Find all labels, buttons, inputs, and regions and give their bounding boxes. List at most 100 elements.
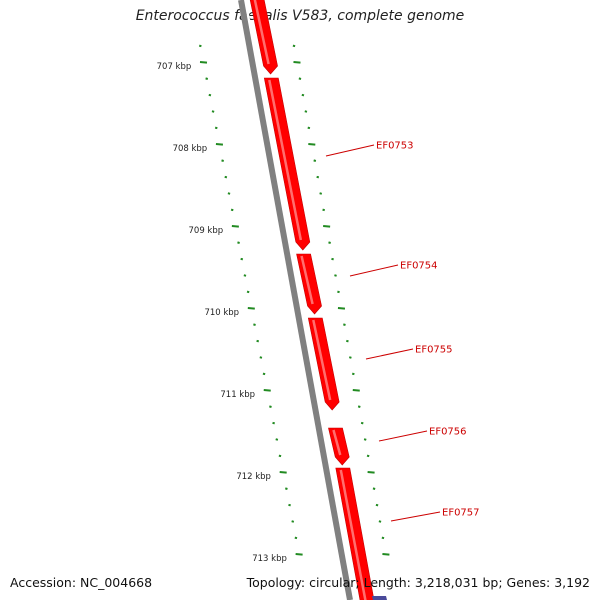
gene-arrow-ef0753 bbox=[263, 77, 311, 251]
gene-leader-line bbox=[365, 348, 414, 360]
minor-tick bbox=[256, 339, 260, 343]
tick-label: 713 kbp bbox=[252, 554, 287, 564]
backbone-line bbox=[238, 0, 353, 600]
minor-tick bbox=[205, 77, 209, 80]
gene-arrow-prev bbox=[249, 0, 278, 75]
minor-tick bbox=[278, 454, 282, 458]
minor-tick bbox=[246, 290, 250, 294]
minor-tick bbox=[221, 159, 224, 162]
gene-shine bbox=[300, 255, 314, 305]
minor-tick bbox=[288, 503, 291, 507]
gene-arrow-ef0757 bbox=[335, 467, 375, 600]
gene-shine bbox=[253, 0, 270, 65]
major-tick bbox=[323, 225, 331, 228]
tick-label: 707 kbp bbox=[157, 62, 192, 72]
minor-tick bbox=[372, 487, 376, 490]
tick-label: 709 kbp bbox=[189, 226, 224, 236]
genome-summary-text: Topology: circular; Length: 3,218,031 bp… bbox=[246, 575, 590, 590]
major-tick bbox=[215, 143, 224, 146]
minor-tick bbox=[275, 438, 279, 441]
gene-label: EF0755 bbox=[415, 345, 453, 356]
minor-tick bbox=[298, 77, 302, 80]
gene-label: EF0753 bbox=[376, 141, 414, 152]
gene-leader-line bbox=[349, 264, 399, 277]
gene-label: EF0754 bbox=[400, 261, 438, 272]
gene-track bbox=[249, 0, 387, 600]
minor-tick bbox=[284, 487, 288, 490]
gene-arrow-ef0756 bbox=[328, 427, 350, 466]
gene-shine bbox=[268, 79, 303, 241]
gene-leader-line bbox=[390, 511, 441, 522]
gene-leader-line bbox=[325, 144, 375, 157]
backbone bbox=[238, 0, 356, 600]
scale-labels: 707 kbp 708 kbp 709 kbp 710 kbp 711 kbp 712 k… bbox=[157, 62, 287, 564]
tick-label: 708 kbp bbox=[173, 144, 208, 154]
minor-tick bbox=[301, 93, 305, 97]
gene-shine bbox=[332, 429, 342, 456]
minor-tick bbox=[292, 44, 296, 48]
minor-tick bbox=[360, 421, 364, 425]
minor-tick bbox=[348, 356, 352, 359]
minor-tick bbox=[343, 323, 346, 326]
gene-arrow-ef0754 bbox=[296, 253, 322, 315]
minor-tick bbox=[337, 290, 340, 294]
minor-tick bbox=[230, 208, 234, 212]
adjacent-feature bbox=[372, 596, 387, 600]
gene-label: EF0756 bbox=[429, 427, 467, 438]
major-tick bbox=[247, 307, 255, 310]
tick-label: 711 kbp bbox=[220, 390, 255, 400]
minor-tick bbox=[334, 274, 337, 277]
minor-tick bbox=[294, 536, 298, 540]
major-tick bbox=[352, 389, 360, 392]
accession-text: Accession: NC_004668 bbox=[10, 575, 153, 590]
minor-tick bbox=[322, 208, 326, 212]
backbone-highlight bbox=[244, 0, 356, 600]
minor-tick bbox=[259, 356, 263, 359]
minor-tick bbox=[211, 110, 215, 113]
major-tick bbox=[199, 61, 208, 64]
minor-tick bbox=[240, 257, 244, 261]
minor-tick bbox=[253, 323, 256, 326]
minor-tick bbox=[366, 454, 370, 458]
major-tick bbox=[231, 225, 239, 228]
minor-tick bbox=[381, 536, 385, 540]
minor-tick bbox=[351, 372, 355, 376]
major-tick bbox=[337, 307, 346, 310]
minor-tick bbox=[224, 175, 228, 179]
major-tick bbox=[367, 471, 375, 474]
major-tick bbox=[279, 471, 287, 474]
minor-tick bbox=[319, 192, 323, 195]
minor-tick bbox=[291, 520, 295, 523]
minor-tick bbox=[214, 126, 218, 130]
major-tick bbox=[308, 143, 316, 146]
minor-tick bbox=[208, 93, 212, 97]
minor-tick bbox=[272, 421, 275, 425]
minor-tick bbox=[363, 438, 367, 441]
minor-tick bbox=[375, 503, 379, 507]
gene-label: EF0757 bbox=[442, 508, 480, 519]
gene-leader-line bbox=[378, 430, 428, 442]
gene-arrow-ef0755 bbox=[307, 317, 340, 411]
outer-ruler bbox=[292, 44, 390, 556]
minor-tick bbox=[269, 405, 272, 408]
gene-body bbox=[335, 467, 375, 600]
minor-tick bbox=[198, 44, 202, 48]
minor-tick bbox=[331, 257, 334, 261]
minor-tick bbox=[313, 159, 317, 162]
major-tick bbox=[295, 553, 303, 556]
minor-tick bbox=[262, 372, 266, 376]
inner-ruler bbox=[198, 44, 303, 556]
minor-tick bbox=[378, 520, 382, 523]
gene-shine bbox=[339, 469, 367, 600]
minor-tick bbox=[227, 192, 231, 195]
minor-tick bbox=[357, 405, 361, 408]
minor-tick bbox=[346, 339, 349, 343]
major-tick bbox=[293, 61, 301, 64]
major-tick bbox=[263, 389, 271, 392]
minor-tick bbox=[307, 126, 311, 130]
minor-tick bbox=[316, 175, 320, 179]
major-tick bbox=[382, 553, 390, 556]
minor-tick bbox=[243, 274, 247, 277]
genome-title: Enterococcus faecalis V583, complete gen… bbox=[135, 8, 465, 24]
